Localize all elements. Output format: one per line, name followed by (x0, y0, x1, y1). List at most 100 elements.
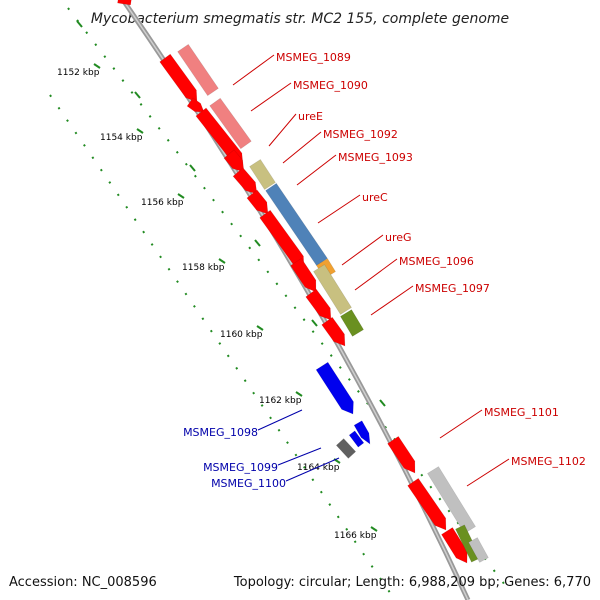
tick-mark (311, 319, 318, 327)
tick-mark (370, 526, 378, 532)
gene-label-forward[interactable]: MSMEG_1089 (276, 51, 351, 64)
gene-label-reverse[interactable]: MSMEG_1098 (183, 426, 258, 439)
gene-label-forward[interactable]: ureG (385, 231, 412, 244)
gene-label-forward[interactable]: ureC (362, 191, 388, 204)
tick-mark (256, 325, 264, 331)
gene-msmeg-1098[interactable] (315, 361, 359, 418)
position-ruler (49, 7, 506, 600)
tick-label: 1156 kbp (141, 198, 184, 208)
gene-msmeg-1099[interactable] (353, 420, 374, 446)
gene-small-1-shape (186, 97, 205, 113)
tick-mark (177, 193, 185, 199)
gene-1092-shape (232, 167, 258, 195)
tick-label: 1158 kbp (182, 263, 225, 273)
leader-line (354, 258, 398, 291)
leader-line (277, 447, 322, 466)
gene-msmeg-1100-shape (335, 438, 357, 459)
gene-msmeg-1089[interactable] (159, 53, 203, 106)
gene-msmeg-1099b-shape (348, 430, 365, 448)
gene-label-forward[interactable]: ureE (298, 110, 323, 123)
leader-line (268, 113, 297, 147)
tick-mark (218, 258, 226, 264)
tick-mark (295, 391, 303, 397)
tick-label: 1166 kbp (334, 531, 377, 541)
ruler-line-outer (67, 7, 506, 586)
feature-msmeg-1090-outer[interactable] (209, 97, 252, 150)
leader-line (296, 154, 337, 186)
gene-1096[interactable] (305, 288, 336, 324)
feature-1096-outer[interactable] (313, 264, 352, 315)
ruler-line-inner (49, 94, 396, 600)
gene-1092[interactable] (232, 167, 262, 198)
gene-label-forward[interactable]: MSMEG_1096 (399, 255, 474, 268)
leader-line (341, 234, 384, 266)
leader-line (232, 54, 275, 86)
feature-1097-outer-shape (340, 309, 364, 337)
gene-label-forward[interactable]: MSMEG_1093 (338, 151, 413, 164)
tick-label: 1162 kbp (259, 396, 302, 406)
gene-label-forward[interactable]: MSMEG_1097 (415, 282, 490, 295)
tick-mark (189, 164, 196, 172)
tick-mark (379, 399, 386, 407)
feature-1102-gray[interactable] (468, 537, 489, 563)
tick-label: 1154 kbp (100, 133, 143, 143)
leader-line (282, 131, 322, 164)
gene-small-1[interactable] (186, 97, 207, 116)
gene-label-reverse[interactable]: MSMEG_1100 (211, 477, 286, 490)
genome-stats-label: Topology: circular; Length: 6,988,209 bp… (233, 575, 591, 590)
leader-line (317, 194, 361, 224)
gene-1093-shape (246, 189, 269, 215)
leader-line (257, 409, 303, 431)
tick-mark (93, 63, 101, 69)
leader-line (466, 458, 510, 487)
leader-line (439, 409, 483, 439)
tick-mark (254, 239, 261, 247)
accession-label: Accession: NC_008596 (9, 575, 157, 590)
gene-msmeg-1099-shape (353, 420, 371, 445)
gene-top-edge-shape (117, 0, 132, 6)
feature-msmeg-1089-outer-shape (177, 43, 219, 97)
gene-1097[interactable] (321, 316, 351, 350)
tick-marks: 1152 kbp 1154 kbp 1156 kbp 1158 kbp 1160 kbp… (57, 20, 449, 541)
gene-label-forward[interactable]: MSMEG_1101 (484, 406, 559, 419)
leader-line (370, 285, 414, 316)
map-title: Mycobacterium smegmatis str. MC2 155, co… (91, 11, 509, 27)
gene-top-edge[interactable] (117, 0, 132, 6)
tick-label: 1160 kbp (220, 330, 263, 340)
leader-line (250, 82, 292, 112)
leader-line (285, 457, 340, 482)
tick-label: 1152 kbp (57, 68, 100, 78)
gene-1097-shape (321, 316, 346, 347)
tick-mark (134, 91, 141, 99)
gene-msmeg-1099b[interactable] (348, 430, 365, 448)
feature-msmeg-1089-outer[interactable] (177, 43, 219, 97)
feature-ureE-outer[interactable] (249, 159, 276, 190)
tick-label: 1164 kbp (297, 463, 340, 473)
gene-label-reverse[interactable]: MSMEG_1099 (203, 461, 278, 474)
gene-msmeg-1089-shape (159, 53, 198, 103)
feature-1097-outer[interactable] (340, 309, 364, 337)
gene-msmeg-1102-shape (407, 477, 447, 531)
gene-msmeg-1101[interactable] (387, 435, 421, 476)
gene-msmeg-1101-shape (387, 435, 416, 474)
gene-label-forward[interactable]: MSMEG_1092 (323, 128, 398, 141)
gene-label-forward[interactable]: MSMEG_1102 (511, 455, 586, 468)
tick-mark (76, 20, 83, 28)
feature-1096-outer-shape (313, 264, 352, 315)
gene-label-forward[interactable]: MSMEG_1090 (293, 79, 368, 92)
gene-1093[interactable] (246, 189, 273, 218)
gene-msmeg-1102[interactable] (407, 477, 452, 533)
gene-features (117, 0, 489, 564)
gene-msmeg-1098-shape (315, 361, 354, 415)
feature-1102-gray-shape (468, 537, 489, 563)
gene-ureG[interactable] (290, 257, 322, 295)
gene-ureG-shape (290, 257, 317, 293)
gene-msmeg-1100[interactable] (335, 438, 357, 459)
feature-msmeg-1090-outer-shape (209, 97, 252, 150)
tick-mark (136, 128, 144, 134)
gene-1096-shape (305, 288, 332, 321)
gene-ureE[interactable] (223, 149, 249, 176)
gene-ureE-shape (223, 149, 245, 173)
